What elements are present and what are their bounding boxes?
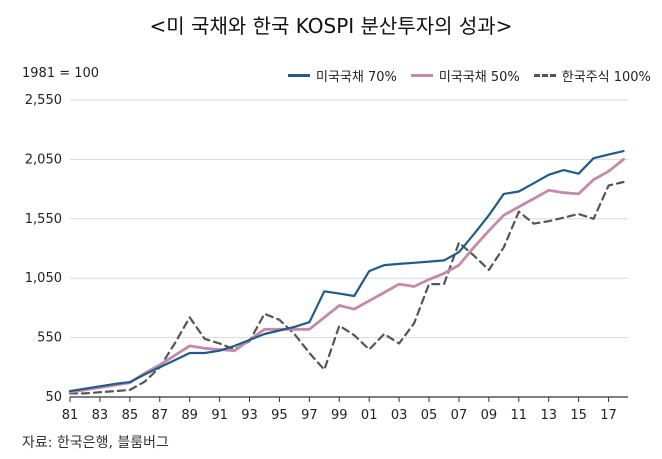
y-tick-label: 2,550 xyxy=(25,93,62,108)
x-tick-label: 13 xyxy=(540,408,557,423)
x-tick-label: 03 xyxy=(391,408,408,423)
legend-item-us-50: 미국국채 50% xyxy=(410,66,520,85)
y-tick-label: 50 xyxy=(45,390,62,405)
x-tick-label: 09 xyxy=(481,408,498,423)
series-line-kr-100 xyxy=(68,180,625,395)
legend-swatch-kr-100 xyxy=(533,74,556,77)
x-tick-label: 95 xyxy=(271,408,288,423)
legend-item-kr-100: 한국주식 100% xyxy=(533,66,651,85)
x-tick-label: 81 xyxy=(62,408,79,423)
y-tick-label: 1,050 xyxy=(25,271,62,286)
y-tick-label: 2,050 xyxy=(25,152,62,167)
series-line-us-70 xyxy=(68,150,625,393)
x-tick-label: 99 xyxy=(331,408,348,423)
x-tick-label: 91 xyxy=(211,408,228,423)
x-tick-label: 89 xyxy=(181,408,198,423)
legend-label-us-50: 미국국채 50% xyxy=(438,70,520,85)
x-tick-label: 11 xyxy=(511,408,528,423)
legend-item-us-70: 미국국채 70% xyxy=(288,66,397,85)
x-tick-label: 01 xyxy=(361,408,378,423)
y-tick-label: 550 xyxy=(37,331,62,346)
y-tick-label: 1,550 xyxy=(25,212,62,227)
x-tick-label: 07 xyxy=(451,408,468,423)
x-tick-label: 87 xyxy=(151,408,168,423)
x-tick-label: 17 xyxy=(600,408,617,423)
legend-label-kr-100: 한국주식 100% xyxy=(561,70,651,85)
x-tick-label: 15 xyxy=(570,408,587,423)
source-note: 자료: 한국은행, 블룸버그 xyxy=(22,435,169,451)
x-tick-label: 97 xyxy=(301,408,318,423)
series-line-us-50 xyxy=(68,157,625,394)
legend-swatch-us-50 xyxy=(410,74,433,77)
legend-label-us-70: 미국국채 70% xyxy=(316,70,397,85)
legend: 미국국채 70% 미국국채 50% 한국주식 100% xyxy=(288,66,651,85)
unit-note: 1981 = 100 xyxy=(22,66,100,81)
x-tick-label: 85 xyxy=(122,408,139,423)
x-tick-label: 05 xyxy=(421,408,438,423)
chart-title: <미 국채와 한국 KOSPI 분산투자의 성과> xyxy=(149,14,513,38)
x-tick-label: 83 xyxy=(92,408,109,423)
legend-swatch-us-70 xyxy=(288,74,310,77)
x-tick-label: 93 xyxy=(241,408,258,423)
